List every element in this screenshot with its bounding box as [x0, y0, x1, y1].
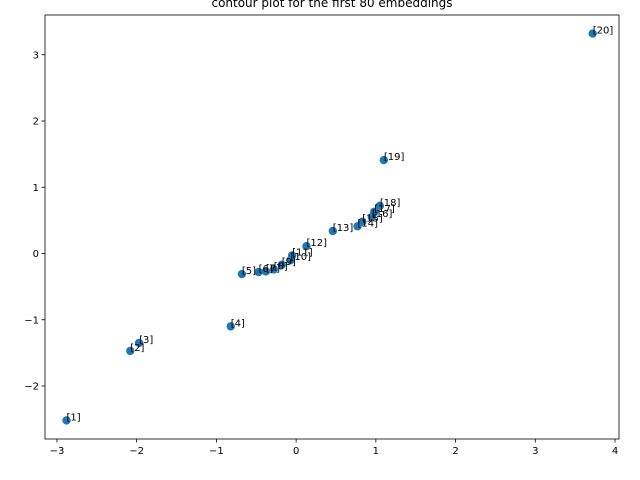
point-label: [1] — [67, 412, 81, 423]
y-tick-label: −2 — [24, 382, 39, 393]
x-tick-label: 4 — [612, 446, 618, 457]
x-tick-label: 1 — [373, 446, 379, 457]
data-point — [226, 322, 235, 331]
data-point — [126, 346, 135, 356]
point-label: [9] — [282, 257, 296, 268]
point-label: [5] — [242, 266, 256, 277]
point-label: [13] — [333, 223, 354, 234]
x-tick-label: 2 — [452, 446, 458, 457]
point-label: [17] — [374, 204, 395, 215]
point-label: [19] — [384, 152, 405, 163]
data-point — [134, 338, 144, 348]
data-point — [358, 217, 367, 226]
x-tick-label: −1 — [209, 446, 224, 457]
point-labels-layer: [1] [2][3] [4] [5] [6][7][8][9][10][11][12] [… — [67, 26, 614, 424]
point-label: [15] — [362, 214, 383, 225]
point-label: [20] — [593, 26, 614, 37]
data-point — [379, 155, 389, 165]
plot-frame — [44, 14, 620, 440]
point-label: [14] — [358, 218, 379, 229]
point-label: [3] — [139, 335, 153, 346]
y-tick-label: 2 — [33, 117, 39, 128]
data-point — [254, 267, 263, 277]
data-point — [269, 265, 279, 274]
data-point — [302, 242, 311, 251]
point-label: [4] — [231, 318, 245, 329]
point-label: [11] — [292, 247, 313, 258]
x-tick-label: 3 — [532, 446, 538, 457]
point-label: [18] — [380, 198, 401, 209]
data-point — [375, 201, 385, 210]
x-tick-label: −3 — [50, 446, 65, 457]
data-point — [287, 251, 297, 260]
data-point — [277, 260, 286, 269]
point-label: [8] — [274, 261, 288, 272]
data-point — [62, 416, 71, 425]
y-tick-label: 0 — [33, 249, 39, 260]
point-label: [6] — [259, 264, 273, 275]
data-point — [261, 267, 271, 276]
point-label: [10] — [291, 252, 312, 263]
point-label: [7] — [266, 263, 280, 274]
point-label: [12] — [306, 238, 327, 249]
chart-title: contour plot for the first 80 embeddings — [211, 0, 452, 10]
y-tick-label: 3 — [33, 50, 39, 61]
data-point — [237, 269, 247, 279]
x-tick-label: 0 — [293, 446, 299, 457]
data-point — [328, 226, 337, 236]
points-layer — [62, 29, 597, 425]
point-label: [16] — [372, 209, 393, 220]
x-tick-label: −2 — [129, 446, 144, 457]
axes-layer: −3 −2 −1 0 1 2 3 4 −2 −1 0 1 2 3 — [24, 14, 620, 457]
data-point — [588, 29, 597, 38]
point-label: [2] — [130, 343, 144, 354]
data-point — [370, 207, 379, 216]
y-tick-label: −1 — [24, 315, 39, 326]
y-tick-label: 1 — [33, 183, 39, 194]
